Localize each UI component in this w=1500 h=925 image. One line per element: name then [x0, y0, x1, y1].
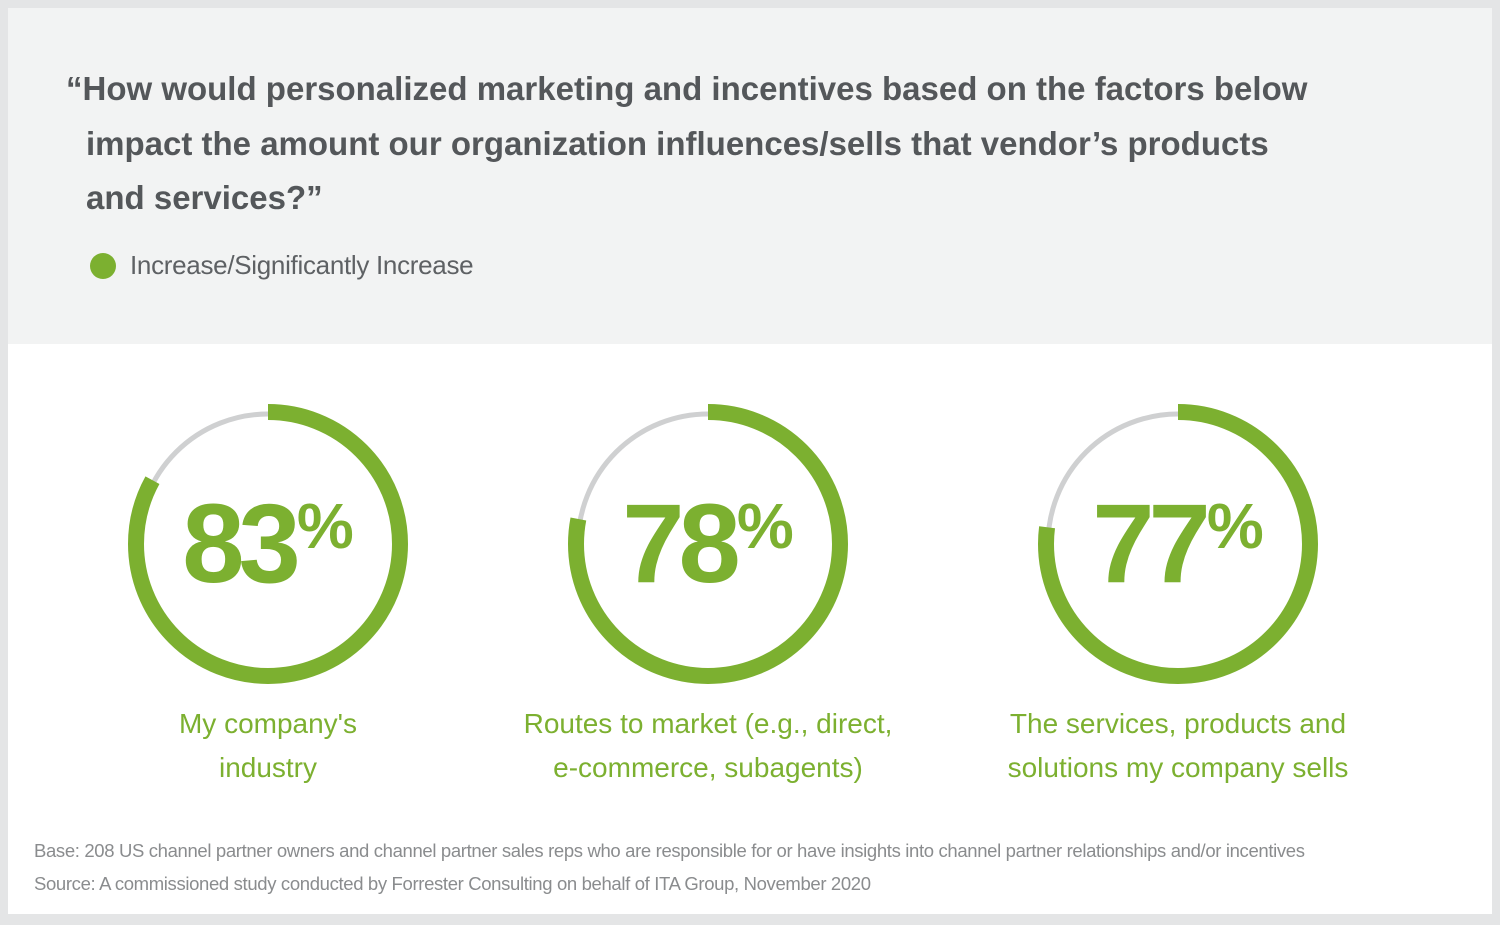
label-line: The services, products and: [1009, 708, 1347, 739]
footnotes: Base: 208 US channel partner owners and …: [34, 834, 1305, 900]
legend: Increase/Significantly Increase: [90, 250, 474, 281]
base-note: Base: 208 US channel partner owners and …: [34, 840, 1305, 861]
label-line: industry: [218, 752, 318, 783]
gauge-percent: %: [296, 490, 354, 562]
question-line: “How would personalized marketing and in…: [66, 70, 1308, 107]
label-line: Routes to market (e.g., direct,: [523, 708, 893, 739]
gauge-percent: %: [736, 490, 794, 562]
gauge-services-products: 77%: [1030, 396, 1326, 692]
question-line: and services?”: [86, 179, 323, 216]
donut-ring-icon: [568, 404, 848, 684]
label-line: e-commerce, subagents): [553, 752, 863, 783]
gauge-label: Routes to market (e.g., direct, e-commer…: [488, 702, 928, 790]
gauge-routes-to-market: 78%: [560, 396, 856, 692]
donut-ring-icon: [128, 404, 408, 684]
question-header: “How would personalized marketing and in…: [8, 8, 1492, 344]
label-line: My company's: [178, 708, 358, 739]
source-note: Source: A commissioned study conducted b…: [34, 873, 871, 894]
gauge-value: 83%: [120, 396, 416, 692]
legend-dot-icon: [90, 252, 116, 279]
gauge-label: The services, products and solutions my …: [958, 702, 1398, 790]
infographic-card: “How would personalized marketing and in…: [8, 8, 1492, 914]
survey-question: “How would personalized marketing and in…: [66, 62, 1406, 226]
gauge-value: 77%: [1030, 396, 1326, 692]
gauge-number: 77: [1092, 481, 1211, 606]
gauge-industry: 83%: [120, 396, 416, 692]
donut-ring-icon: [1038, 404, 1318, 684]
question-line: impact the amount our organization influ…: [86, 124, 1269, 162]
gauge-number: 78: [622, 481, 741, 606]
legend-label: Increase/Significantly Increase: [130, 250, 474, 280]
label-line: solutions my company sells: [1007, 752, 1349, 783]
gauge-value: 78%: [560, 396, 856, 692]
gauge-label: My company's industry: [48, 702, 488, 790]
gauge-percent: %: [1206, 490, 1264, 562]
gauge-number: 83: [182, 481, 301, 606]
